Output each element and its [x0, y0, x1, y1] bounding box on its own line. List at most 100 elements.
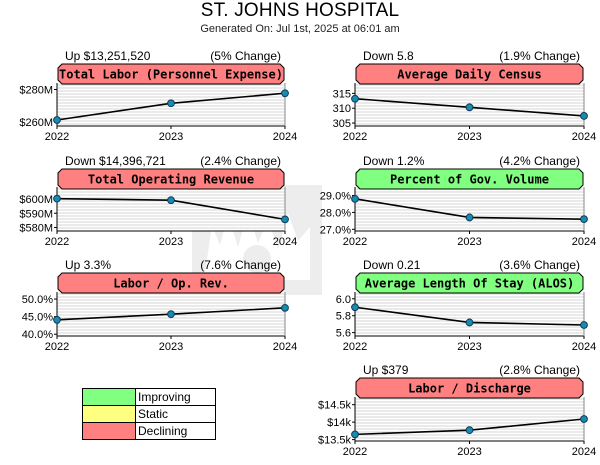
legend-row-improving: Improving: [82, 388, 216, 406]
x-tick-label: 2023: [159, 131, 183, 143]
change-amount: Down 5.8: [363, 49, 414, 63]
data-point: [580, 415, 588, 423]
data-point: [53, 116, 61, 124]
x-tick-label: 2022: [343, 236, 367, 248]
data-point: [580, 215, 588, 224]
data-point: [351, 94, 359, 103]
y-tick-label: $280M: [19, 84, 53, 96]
data-point: [281, 89, 289, 98]
page-title: ST. JOHNS HOSPITAL: [200, 0, 400, 21]
y-tick-label: 5.8: [336, 311, 351, 323]
y-tick-label: 5.6: [336, 328, 351, 340]
data-point: [580, 112, 588, 120]
chart-labor_dis: $13.5k $14k $14.5k 2022 2023 2024 Labor / Disc…: [318, 363, 596, 458]
y-tick-label: $14.5k: [318, 400, 352, 412]
x-tick-label: 2024: [572, 236, 596, 248]
y-tick-label: $260M: [19, 117, 53, 129]
chart-title: Total Operating Revenue: [88, 173, 254, 187]
status-banner: [57, 168, 285, 190]
change-percent: (5% Change): [210, 49, 281, 63]
change-amount: Down 1.2%: [363, 154, 425, 168]
status-banner: [57, 63, 285, 85]
x-tick-label: 2022: [45, 341, 69, 353]
change-amount: Up $379: [363, 363, 409, 377]
x-tick-label: 2022: [45, 236, 69, 248]
legend-swatch-declining: [82, 422, 136, 440]
x-tick-label: 2024: [273, 341, 297, 353]
chart-title: Percent of Gov. Volume: [390, 173, 549, 187]
y-tick-label: 29.0%: [320, 190, 351, 202]
data-point: [281, 303, 289, 312]
x-tick-label: 2023: [457, 131, 481, 143]
y-tick-label: $590M: [19, 208, 53, 220]
x-tick-label: 2023: [159, 341, 183, 353]
legend-label-improving: Improving: [135, 388, 216, 406]
plot-area: [57, 187, 285, 231]
chart-labor_rev: 40.0% 45.0% 50.0% 2022 2023 2024 Labor / Op. R…: [22, 258, 297, 353]
change-percent: (2.8% Change): [499, 363, 580, 377]
chart-alos: 5.6 5.8 6.0 2022 2023 2024 Average Length Of S…: [336, 258, 597, 353]
change-amount: Down 0.21: [363, 258, 421, 272]
y-tick-label: $580M: [19, 222, 53, 234]
chart-title: Total Labor (Personnel Expense): [59, 68, 283, 82]
x-tick-label: 2022: [343, 131, 367, 143]
y-tick-label: 40.0%: [22, 329, 53, 341]
y-tick-label: $600M: [19, 194, 53, 206]
status-banner: [355, 377, 584, 399]
data-point: [465, 318, 474, 327]
x-tick-label: 2023: [159, 236, 183, 248]
data-point: [351, 430, 359, 439]
plot-area: [355, 187, 584, 231]
change-amount: Down $14,396,721: [65, 154, 166, 168]
y-tick-label: 305: [333, 118, 351, 130]
data-point: [167, 310, 175, 319]
change-percent: (1.9% Change): [499, 49, 580, 63]
x-tick-label: 2023: [457, 446, 481, 458]
change-percent: (3.6% Change): [499, 258, 580, 272]
y-tick-label: 45.0%: [22, 312, 53, 324]
change-percent: (7.6% Change): [200, 258, 281, 272]
x-tick-label: 2022: [343, 341, 367, 353]
y-tick-label: $14k: [327, 417, 351, 429]
x-tick-label: 2023: [457, 236, 481, 248]
data-point: [281, 215, 289, 224]
x-tick-label: 2023: [457, 341, 481, 353]
legend: Improving Static Declining: [82, 388, 216, 440]
y-tick-label: $13.5k: [318, 435, 352, 447]
data-point: [351, 194, 359, 203]
chart-title: Labor / Discharge: [408, 382, 531, 396]
legend-label-static: Static: [135, 405, 216, 423]
data-point: [580, 321, 588, 329]
change-percent: (4.2% Change): [499, 154, 580, 168]
change-amount: Up 3.3%: [65, 258, 111, 272]
generated-timestamp: Generated On: Jul 1st, 2025 at 06:01 am: [200, 23, 400, 35]
y-tick-label: 28.0%: [320, 207, 351, 219]
data-point: [465, 426, 474, 435]
status-banner: [355, 63, 584, 85]
legend-swatch-improving: [82, 388, 136, 406]
y-tick-label: 27.0%: [320, 224, 351, 236]
status-banner: [355, 168, 584, 190]
chart-census: 305 310 315 2022 2023 2024 Average Daily Censu…: [333, 49, 597, 143]
chart-title: Average Daily Census: [397, 68, 542, 82]
y-tick-label: 310: [333, 103, 351, 115]
chart-title: Labor / Op. Rev.: [113, 277, 229, 291]
data-point: [53, 315, 61, 324]
legend-row-declining: Declining: [82, 422, 216, 440]
chart-revenue: $580M $590M $600M 2022 2023 2024 Total Operati…: [19, 154, 297, 248]
legend-label-declining: Declining: [135, 422, 216, 440]
x-tick-label: 2024: [572, 446, 596, 458]
change-amount: Up $13,251,520: [65, 49, 151, 63]
data-point: [167, 196, 175, 205]
chart-title: Average Length Of Stay (ALOS): [365, 277, 575, 291]
data-point: [167, 99, 175, 108]
status-banner: [57, 272, 285, 294]
plot-area: [355, 397, 584, 441]
plot-area: [355, 292, 584, 336]
x-tick-label: 2024: [572, 131, 596, 143]
x-tick-label: 2024: [572, 341, 596, 353]
legend-row-static: Static: [82, 405, 216, 423]
y-tick-label: 6.0: [336, 294, 351, 306]
y-tick-label: 50.0%: [22, 294, 53, 306]
x-tick-label: 2022: [343, 446, 367, 458]
